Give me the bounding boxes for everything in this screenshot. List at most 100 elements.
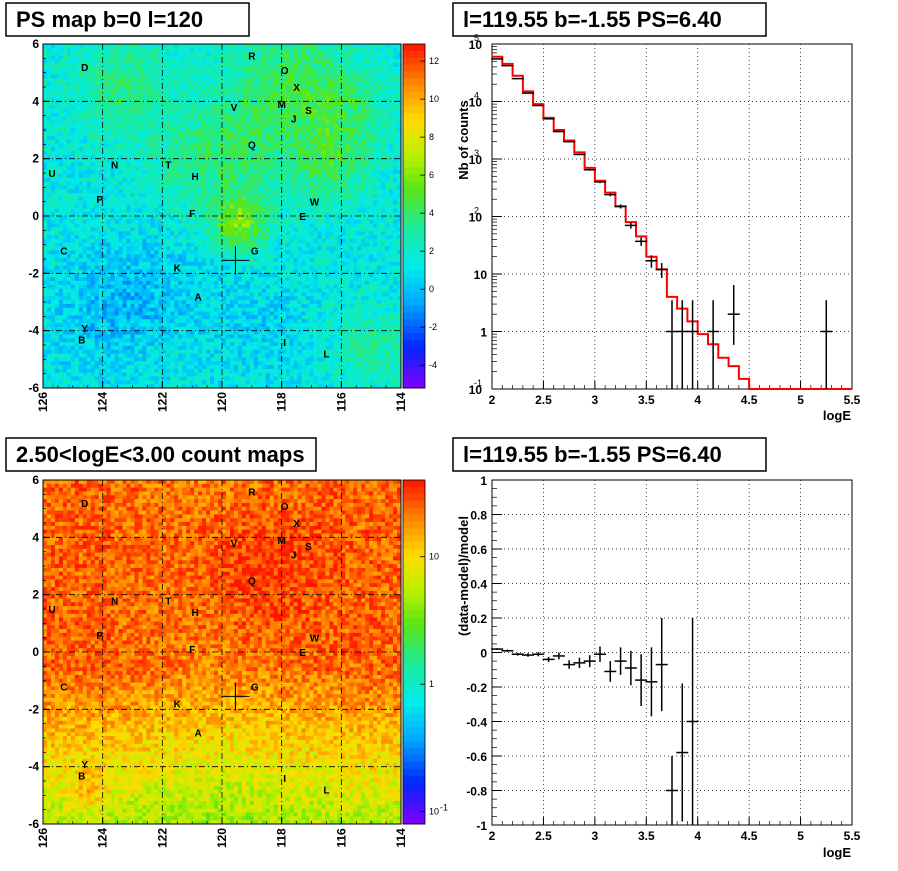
map-pixel (50, 345, 56, 351)
map-pixel (222, 139, 227, 144)
map-pixel (114, 212, 119, 217)
map-pixel (253, 89, 259, 95)
map-pixel (86, 196, 92, 202)
map-pixel (249, 200, 255, 205)
map-pixel (162, 353, 167, 358)
map-pixel (110, 277, 115, 282)
map-pixel (190, 269, 195, 274)
map-pixel (245, 384, 251, 389)
map-pixel (202, 143, 207, 148)
map-pixel (150, 269, 155, 274)
map-pixel (118, 204, 123, 209)
map-pixel (90, 269, 96, 274)
map-pixel (94, 273, 100, 278)
map-pixel (233, 277, 239, 282)
map-pixel (206, 300, 211, 305)
map-pixel (130, 353, 135, 358)
map-pixel (138, 151, 143, 156)
map-pixel (58, 376, 64, 381)
map-pixel (257, 158, 263, 163)
map-pixel (118, 86, 123, 91)
map-pixel (50, 181, 56, 186)
map-pixel (126, 219, 131, 225)
map-pixel (126, 216, 131, 221)
map-pixel (50, 277, 56, 282)
map-pixel (78, 173, 84, 179)
map-pixel (98, 204, 104, 209)
map-pixel (86, 97, 92, 102)
map-pixel (150, 330, 155, 335)
map-pixel (194, 365, 199, 370)
map-pixel (170, 196, 175, 202)
map-pixel (186, 200, 191, 205)
map-pixel (158, 342, 163, 347)
map-pixel (114, 170, 119, 175)
map-pixel (186, 223, 191, 228)
map-pixel (218, 143, 223, 148)
map-pixel (158, 284, 163, 290)
map-pixel (225, 368, 231, 374)
map-pixel (82, 254, 88, 259)
map-pixel (186, 231, 191, 236)
map-pixel (58, 250, 64, 255)
map-pixel (249, 158, 255, 163)
map-pixel (190, 74, 195, 79)
map-pixel (126, 303, 131, 309)
map-pixel (233, 319, 239, 324)
map-pixel (90, 280, 96, 286)
map-pixel (178, 357, 183, 362)
map-pixel (98, 208, 104, 213)
map-pixel (122, 368, 127, 374)
map-pixel (98, 288, 104, 293)
map-pixel (78, 154, 84, 160)
map-pixel (86, 273, 92, 278)
map-pixel (134, 365, 139, 370)
map-pixel (66, 330, 72, 335)
map-pixel (225, 238, 231, 244)
map-pixel (206, 204, 211, 209)
map-pixel (134, 55, 139, 60)
map-pixel (94, 357, 100, 362)
map-pixel (198, 242, 203, 247)
map-pixel (174, 334, 179, 339)
map-pixel (261, 112, 267, 118)
map-pixel (74, 311, 80, 316)
map-pixel (43, 368, 48, 374)
map-pixel (245, 147, 251, 152)
map-pixel (170, 108, 175, 114)
map-pixel (150, 93, 155, 98)
map-pixel (126, 380, 131, 385)
map-pixel (50, 131, 56, 137)
map-pixel (154, 216, 159, 221)
map-pixel (70, 185, 76, 190)
map-pixel (150, 185, 155, 190)
map-pixel (214, 86, 219, 91)
map-pixel (158, 292, 163, 297)
map-pixel (218, 231, 223, 236)
map-pixel (122, 216, 127, 221)
map-pixel (82, 177, 88, 182)
map-pixel (218, 147, 223, 152)
map-pixel (82, 238, 88, 244)
map-pixel (186, 204, 191, 209)
map-pixel (249, 112, 255, 118)
map-pixel (54, 108, 60, 114)
map-pixel (122, 315, 127, 320)
map-pixel (142, 93, 147, 98)
map-pixel (74, 277, 80, 282)
map-pixel (118, 70, 123, 75)
map-pixel (162, 372, 167, 377)
map-pixel (225, 147, 231, 152)
map-pixel (110, 47, 115, 53)
map-pixel (214, 212, 219, 217)
map-pixel (222, 238, 227, 244)
map-pixel (174, 70, 179, 75)
map-pixel (154, 296, 159, 301)
map-pixel (78, 63, 84, 68)
map-pixel (98, 162, 104, 167)
map-pixel (210, 380, 215, 385)
map-pixel (82, 86, 88, 91)
map-pixel (198, 204, 203, 209)
map-pixel (253, 330, 259, 335)
map-pixel (229, 193, 235, 198)
